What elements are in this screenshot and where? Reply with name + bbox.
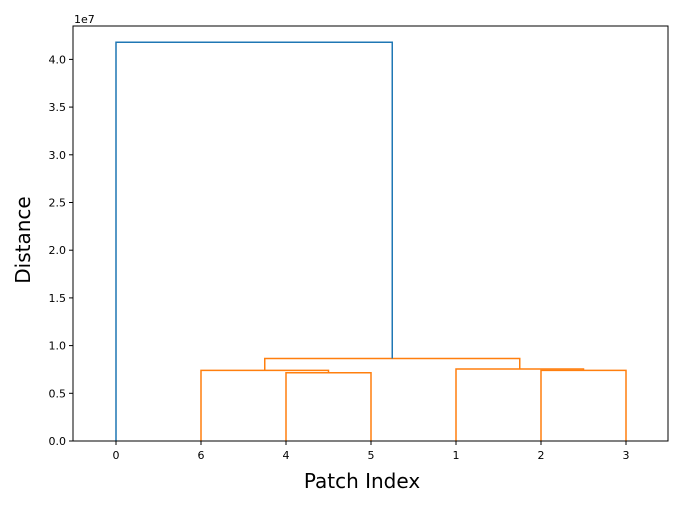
x-axis-label: Patch Index (304, 469, 421, 493)
y-tick-label: 1.0 (49, 340, 67, 353)
x-ticks: 0 6 4 5 1 2 3 (113, 441, 630, 462)
dendrogram-link (115, 41, 393, 441)
y-axis-label: Distance (11, 196, 35, 283)
x-tick-label: 5 (368, 449, 375, 462)
y-ticks: 0.0 0.5 1.0 1.5 2.0 2.5 3.0 3.5 4.0 (49, 53, 73, 448)
x-tick-label: 2 (538, 449, 545, 462)
dendrogram-link (455, 368, 585, 441)
x-tick-label: 3 (623, 449, 630, 462)
y-tick-label: 3.0 (49, 149, 67, 162)
x-tick-label: 1 (453, 449, 460, 462)
y-tick-label: 1.5 (49, 292, 67, 305)
dendrogram-link (285, 372, 372, 441)
x-tick-label: 4 (283, 449, 290, 462)
dendrogram-link (540, 369, 627, 441)
x-tick-label: 6 (198, 449, 205, 462)
y-tick-label: 2.0 (49, 244, 67, 257)
x-tick-label: 0 (113, 449, 120, 462)
y-axis: 1e7 0.0 0.5 1.0 1.5 2.0 2.5 3.0 3.5 4.0 Distance (11, 13, 95, 448)
y-tick-label: 0.5 (49, 387, 67, 400)
y-offset-label: 1e7 (74, 13, 95, 26)
y-tick-label: 2.5 (49, 196, 67, 209)
y-tick-label: 4.0 (49, 53, 67, 66)
y-tick-label: 3.5 (49, 101, 67, 114)
plot-frame (72, 25, 669, 442)
x-axis: 0 6 4 5 1 2 3 Patch Index (113, 441, 630, 493)
y-tick-label: 0.0 (49, 435, 67, 448)
dendrogram-links (115, 41, 627, 441)
dendrogram-link (200, 369, 330, 441)
